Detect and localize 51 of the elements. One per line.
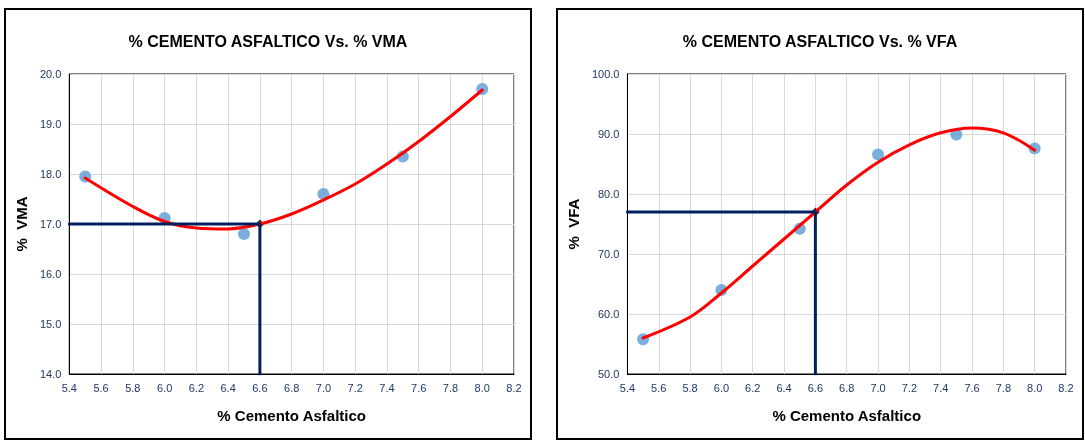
- y-tick-label: 19.0: [39, 118, 62, 130]
- point: [238, 228, 251, 240]
- y-tick-label: 14.0: [39, 368, 62, 380]
- x-tick-label: 8.2: [1058, 381, 1074, 394]
- y-tick-label: 17.0: [39, 218, 62, 230]
- x-tick-label: 5.8: [125, 381, 141, 394]
- y-tick-label: 80.0: [598, 188, 620, 200]
- x-tick-label: 7.0: [870, 381, 886, 394]
- x-tick-label: 5.4: [619, 381, 636, 394]
- chart-title: % CEMENTO ASFALTICO Vs. % VMA: [128, 32, 408, 50]
- x-tick-label: 6.0: [156, 381, 173, 394]
- x-tick-label: 7.4: [379, 381, 395, 394]
- y-tick-label: 18.0: [39, 168, 62, 180]
- x-tick-label: 7.8: [995, 381, 1011, 394]
- y-tick-label: 15.0: [39, 318, 62, 330]
- x-tick-label: 6.8: [839, 381, 855, 394]
- x-tick-label: 5.8: [682, 381, 698, 394]
- y-tick-label: 60.0: [598, 308, 620, 320]
- x-tick-label: 6.0: [713, 381, 730, 394]
- x-tick-label: 5.4: [61, 381, 77, 394]
- x-tick-label: 6.6: [807, 381, 824, 394]
- x-tick-label: 7.6: [411, 381, 427, 394]
- y-tick-label: 50.0: [598, 368, 620, 380]
- x-tick-label: 7.2: [901, 381, 918, 394]
- x-tick-label: 6.8: [284, 381, 300, 394]
- y-tick-label: 20.0: [39, 68, 62, 80]
- x-tick-label: 7.8: [442, 381, 459, 394]
- x-tick-label: 7.2: [347, 381, 363, 394]
- x-tick-label: 6.2: [188, 381, 205, 394]
- x-tick-label: 5.6: [93, 381, 109, 394]
- x-axis-title: % Cemento Asfaltico: [772, 407, 922, 424]
- x-tick-label: 8.2: [506, 381, 522, 394]
- x-tick-label: 7.6: [964, 381, 980, 394]
- chart-title: % CEMENTO ASFALTICO Vs. % VFA: [682, 32, 958, 50]
- x-axis-title: % Cemento Asfaltico: [217, 407, 366, 424]
- x-tick-label: 6.4: [220, 381, 236, 394]
- y-tick-label: 90.0: [598, 128, 620, 140]
- y-tick-label: 70.0: [598, 248, 620, 260]
- x-tick-label: 6.4: [776, 381, 792, 394]
- x-tick-label: 8.0: [1027, 381, 1043, 394]
- x-tick-label: 7.0: [315, 381, 332, 394]
- y-tick-label: 16.0: [39, 268, 62, 280]
- y-axis-title: % VFA: [565, 198, 582, 250]
- point: [872, 148, 885, 161]
- y-axis-title: % VMA: [13, 196, 30, 252]
- x-tick-label: 8.0: [474, 381, 490, 394]
- x-tick-label: 6.2: [745, 381, 761, 394]
- x-tick-label: 5.6: [651, 381, 667, 394]
- x-tick-label: 6.6: [252, 381, 268, 394]
- y-tick-label: 100.0: [591, 68, 620, 80]
- x-tick-label: 7.4: [933, 381, 949, 394]
